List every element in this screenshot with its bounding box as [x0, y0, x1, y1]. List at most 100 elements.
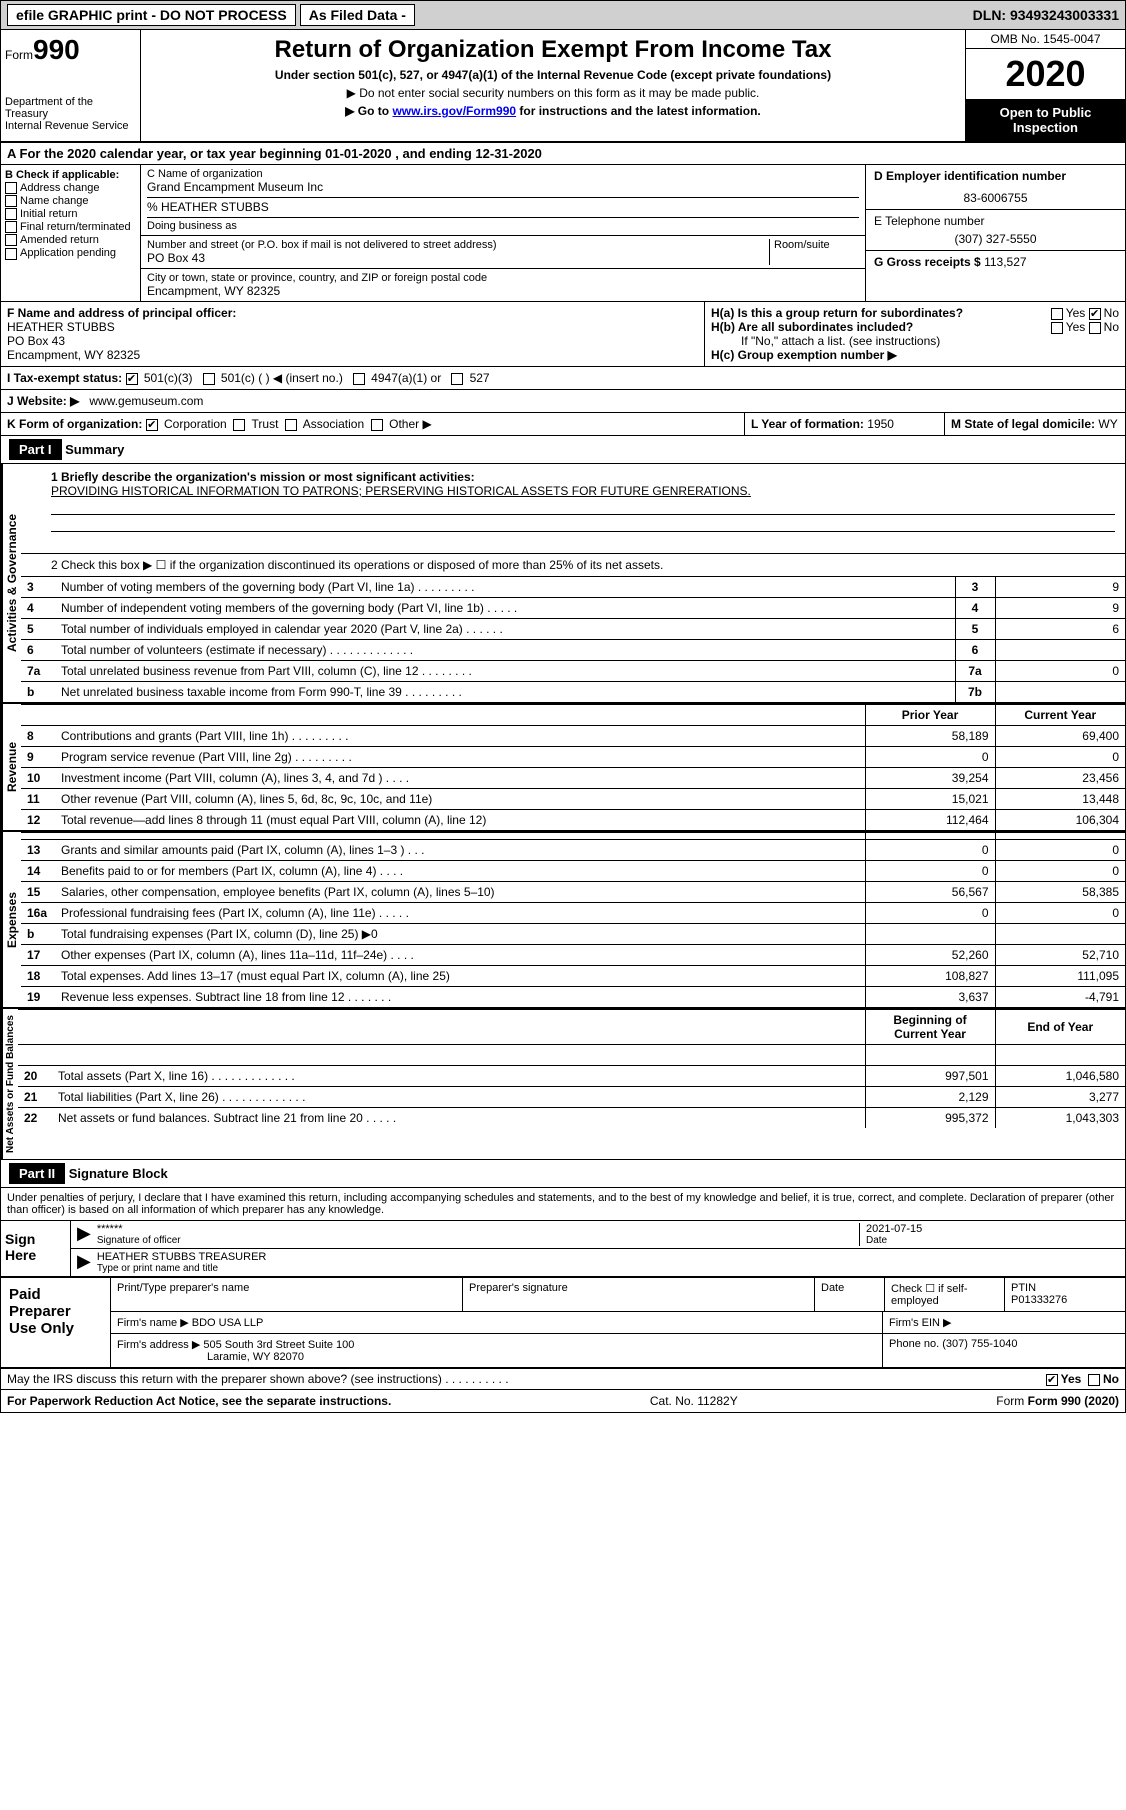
gross-value: 113,527: [984, 255, 1027, 269]
row-fh: F Name and address of principal officer:…: [1, 302, 1125, 367]
table-row: 21Total liabilities (Part X, line 26) . …: [18, 1087, 1125, 1108]
net-body: Beginning of Current YearEnd of Year 20T…: [18, 1009, 1125, 1159]
table-expenses: 13Grants and similar amounts paid (Part …: [21, 832, 1125, 1007]
room-label: Room/suite: [774, 239, 859, 251]
table-row: 8Contributions and grants (Part VIII, li…: [21, 726, 1125, 747]
row-klm: K Form of organization: Corporation Trus…: [1, 413, 1125, 436]
side-net-assets: Net Assets or Fund Balances: [1, 1009, 18, 1159]
i-tax-status: I Tax-exempt status: 501(c)(3) 501(c) ( …: [1, 367, 1125, 390]
mission-text: PROVIDING HISTORICAL INFORMATION TO PATR…: [51, 484, 751, 498]
form-title: Return of Organization Exempt From Incom…: [147, 36, 959, 64]
q1-label: 1 Briefly describe the organization's mi…: [51, 470, 475, 484]
discuss-row: May the IRS discuss this return with the…: [1, 1369, 1125, 1389]
cb-other[interactable]: [371, 419, 383, 431]
col-c: C Name of organization Grand Encampment …: [141, 165, 865, 301]
cb-final-return[interactable]: Final return/terminated: [5, 221, 136, 233]
discuss-yes-cb[interactable]: [1046, 1374, 1058, 1386]
arrow-icon: ▶: [77, 1223, 91, 1246]
part2-title: Signature Block: [69, 1166, 168, 1181]
website-value: www.gemuseum.com: [89, 394, 203, 408]
ptin-label: PTIN: [1011, 1282, 1036, 1294]
h-group: H(a) Is this a group return for subordin…: [705, 302, 1125, 366]
dln: DLN: 93493243003331: [973, 7, 1119, 23]
discuss-text: May the IRS discuss this return with the…: [7, 1372, 509, 1386]
hb-yes-cb[interactable]: [1051, 322, 1063, 334]
d-label: D Employer identification number: [874, 169, 1066, 183]
perjury-text: Under penalties of perjury, I declare th…: [1, 1188, 1125, 1220]
firm-ein-label: Firm's EIN ▶: [883, 1312, 1125, 1333]
table-header-row: Prior YearCurrent Year: [21, 705, 1125, 726]
e-phone-cell: E Telephone number (307) 327-5550: [866, 210, 1125, 251]
cb-association[interactable]: [285, 419, 297, 431]
part1-gov: Activities & Governance 1 Briefly descri…: [1, 464, 1125, 702]
note2-post: for instructions and the latest informat…: [516, 104, 761, 118]
cb-amended-return[interactable]: Amended return: [5, 234, 136, 246]
mission-block: 1 Briefly describe the organization's mi…: [21, 464, 1125, 554]
c-name-label: C Name of organization: [147, 168, 859, 180]
cb-name-change[interactable]: Name change: [5, 195, 136, 207]
cb-address-change[interactable]: Address change: [5, 182, 136, 194]
table-governance: 3Number of voting members of the governi…: [21, 576, 1125, 702]
phone-value: (307) 327-5550: [874, 232, 1117, 246]
print-name-label: Print/Type preparer's name: [111, 1278, 463, 1311]
ha-yes-cb[interactable]: [1051, 308, 1063, 320]
firm-name-label: Firm's name ▶: [117, 1317, 189, 1329]
header-center: Return of Organization Exempt From Incom…: [141, 30, 965, 141]
part1-title: Summary: [65, 442, 124, 457]
footer: For Paperwork Reduction Act Notice, see …: [1, 1389, 1125, 1412]
b-title: B Check if applicable:: [5, 169, 136, 181]
firm-addr: 505 South 3rd Street Suite 100: [203, 1339, 354, 1351]
as-filed: As Filed Data -: [300, 4, 415, 26]
cb-501c3[interactable]: [126, 373, 138, 385]
table-row: bNet unrelated business taxable income f…: [21, 682, 1125, 703]
care-of: % HEATHER STUBBS: [147, 197, 859, 214]
officer-name: HEATHER STUBBS: [7, 320, 115, 334]
table-row: 11Other revenue (Part VIII, column (A), …: [21, 789, 1125, 810]
cb-527[interactable]: [451, 373, 463, 385]
table-row: 16aProfessional fundraising fees (Part I…: [21, 903, 1125, 924]
ha-label: H(a) Is this a group return for subordin…: [711, 306, 963, 320]
e-label: E Telephone number: [874, 214, 1117, 228]
cb-4947[interactable]: [353, 373, 365, 385]
form-number: 990: [33, 34, 80, 65]
signature-line: ▶ ****** Signature of officer 2021-07-15…: [71, 1221, 1125, 1249]
sig-stars: ******: [97, 1223, 859, 1235]
dept-treasury: Department of the Treasury: [5, 96, 136, 120]
cb-application-pending[interactable]: Application pending: [5, 247, 136, 259]
table-row: bTotal fundraising expenses (Part IX, co…: [21, 924, 1125, 945]
paid-row-1: Print/Type preparer's name Preparer's si…: [111, 1278, 1125, 1312]
paid-row-2: Firm's name ▶ BDO USA LLP Firm's EIN ▶: [111, 1312, 1125, 1334]
row-a-tax-year: A For the 2020 calendar year, or tax yea…: [1, 143, 1125, 165]
irs-link[interactable]: www.irs.gov/Form990: [392, 104, 516, 118]
table-row: 5Total number of individuals employed in…: [21, 619, 1125, 640]
hb-label: H(b) Are all subordinates included?: [711, 320, 913, 334]
open-inspection: Open to Public Inspection: [966, 99, 1125, 141]
firm-name: BDO USA LLP: [192, 1317, 264, 1329]
hc-label: H(c) Group exemption number ▶: [711, 348, 897, 362]
col-d: D Employer identification number 83-6006…: [865, 165, 1125, 301]
m-label: M State of legal domicile:: [951, 417, 1095, 431]
cb-corporation[interactable]: [146, 419, 158, 431]
table-row: 9Program service revenue (Part VIII, lin…: [21, 747, 1125, 768]
firm-city: Laramie, WY 82070: [117, 1351, 304, 1363]
table-row: 19Revenue less expenses. Subtract line 1…: [21, 987, 1125, 1008]
ha-no-cb[interactable]: [1089, 308, 1101, 320]
cb-trust[interactable]: [233, 419, 245, 431]
hb-no-cb[interactable]: [1089, 322, 1101, 334]
gov-body: 1 Briefly describe the organization's mi…: [21, 464, 1125, 702]
part1-exp: Expenses 13Grants and similar amounts pa…: [1, 830, 1125, 1007]
discuss-no-cb[interactable]: [1088, 1374, 1100, 1386]
city-value: Encampment, WY 82325: [147, 284, 859, 298]
note-ssn: ▶ Do not enter social security numbers o…: [147, 86, 959, 100]
note2-pre: ▶ Go to: [345, 104, 392, 118]
part2-label: Part II: [9, 1163, 65, 1184]
form-page: efile GRAPHIC print - DO NOT PROCESS As …: [0, 0, 1126, 1413]
side-revenue: Revenue: [1, 704, 21, 830]
table-row: 6Total number of volunteers (estimate if…: [21, 640, 1125, 661]
k-label: K Form of organization:: [7, 417, 142, 431]
cb-501c[interactable]: [203, 373, 215, 385]
side-governance: Activities & Governance: [1, 464, 21, 702]
cb-initial-return[interactable]: Initial return: [5, 208, 136, 220]
sig-officer-label: Signature of officer: [97, 1235, 859, 1246]
sign-here-table: Sign Here ▶ ****** Signature of officer …: [1, 1220, 1125, 1276]
